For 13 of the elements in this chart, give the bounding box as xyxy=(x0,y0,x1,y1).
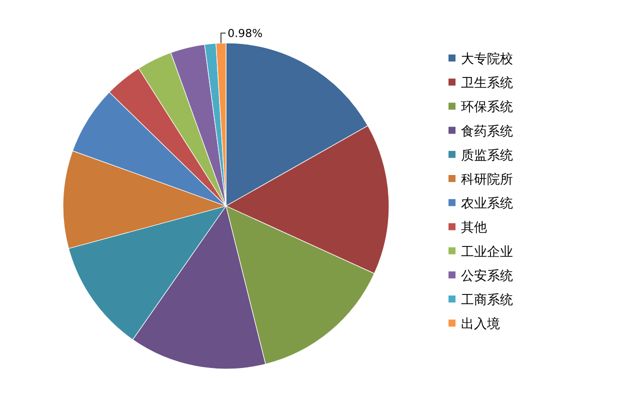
legend-label: 质监系统 xyxy=(461,148,513,164)
legend-label: 大专院校 xyxy=(461,52,513,67)
legend-label: 出入境 xyxy=(461,316,500,332)
legend-label: 工业企业 xyxy=(461,244,513,260)
legend-label: 工商系统 xyxy=(461,293,513,308)
legend-label: 公安系统 xyxy=(461,268,513,284)
data-label: 0.98% xyxy=(228,27,263,40)
legend-label: 环保系统 xyxy=(461,100,513,116)
legend-label: 食药系统 xyxy=(461,124,513,140)
legend-label: 科研院所 xyxy=(461,172,513,188)
legend-label: 农业系统 xyxy=(461,196,513,212)
legend-label: 卫生系统 xyxy=(461,76,513,92)
legend-label: 其他 xyxy=(461,220,487,236)
